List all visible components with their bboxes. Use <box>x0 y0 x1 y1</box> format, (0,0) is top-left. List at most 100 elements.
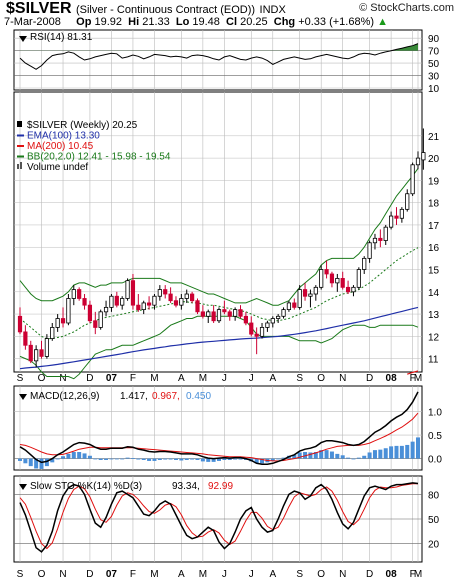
macd-histogram-bar <box>319 450 324 459</box>
change-value: +0.33 (+1.68%) <box>298 16 375 28</box>
macd-histogram-bar <box>335 453 340 459</box>
macd-histogram-bar <box>82 453 87 459</box>
month-label-bottom: J <box>222 569 227 580</box>
candle-body <box>125 280 130 299</box>
macd-histogram-bar <box>104 458 109 460</box>
quote-bar: 7-Mar-2008 Op 19.92 Hi 21.33 Lo 19.48 Cl… <box>4 16 388 28</box>
macd-histogram-bar <box>44 458 49 467</box>
candle-body <box>302 289 308 297</box>
month-label-bottom: F <box>410 569 416 580</box>
price-tick-label: 19 <box>428 176 440 187</box>
macd-histogram-bar <box>173 458 178 460</box>
month-label-top: F <box>130 373 136 384</box>
candle-body <box>265 322 270 328</box>
month-label-top: J <box>222 373 227 384</box>
month-label-bottom: D <box>366 569 373 580</box>
rsi-tick-label: 30 <box>428 72 440 83</box>
month-label-bottom: M <box>150 569 158 580</box>
candle-body <box>152 295 157 306</box>
month-label-bottom: D <box>86 569 93 580</box>
macd-histogram-bar <box>254 458 259 464</box>
month-label-top: M <box>199 373 207 384</box>
candle-body <box>55 318 60 328</box>
month-label-top: A <box>178 373 185 384</box>
macd-histogram-bar <box>217 458 221 461</box>
macd-histogram-bar <box>222 458 227 460</box>
candle-body <box>297 289 302 308</box>
macd-histogram-bar <box>93 458 98 460</box>
candle-body <box>362 257 367 270</box>
legend-swatch-price <box>17 121 22 127</box>
candle-body <box>276 315 281 319</box>
sto-tick-label: 80 <box>428 490 440 501</box>
macd-histogram-bar <box>308 452 313 459</box>
month-label-top: D <box>86 373 93 384</box>
macd-histogram-bar <box>340 455 345 459</box>
macd-histogram-bar <box>55 458 60 460</box>
sto-k-line <box>19 482 419 553</box>
month-label-top: 07 <box>106 373 118 384</box>
macd-histogram-bar <box>61 456 66 459</box>
macd-histogram-bar <box>238 458 243 460</box>
candle-body <box>109 295 114 308</box>
candle-body <box>34 349 39 362</box>
candle-body <box>383 226 388 241</box>
candle-body <box>66 298 71 324</box>
candle-body <box>372 237 378 244</box>
candle-body <box>270 318 275 324</box>
macd-histogram-bar <box>324 450 329 459</box>
candle-body <box>114 295 119 306</box>
macd-histogram-bar <box>28 458 33 467</box>
up-arrow-icon: ▲ <box>377 16 388 28</box>
rsi-marker-icon <box>19 36 27 42</box>
open-value: 19.92 <box>94 16 123 28</box>
macd-histogram-bar <box>77 452 82 459</box>
price-tick-label: 18 <box>428 199 440 210</box>
macd-histogram-bar <box>356 457 361 459</box>
macd-histogram-bar <box>200 458 205 462</box>
legend-swatch-volume <box>20 162 22 169</box>
candle-body <box>28 344 33 362</box>
macd-histogram-bar <box>372 450 377 459</box>
rsi-overbought-fill <box>20 43 418 51</box>
price-tick-label: 15 <box>428 266 440 277</box>
candle-body <box>179 298 184 306</box>
macd-histogram-bar <box>39 458 44 469</box>
macd-histogram-bar <box>276 458 281 460</box>
macd-histogram-bar <box>281 457 286 459</box>
low-label: Lo <box>175 16 190 28</box>
panel-frame-rsi <box>13 29 423 91</box>
macd-histogram-bar <box>416 437 420 459</box>
candle-body <box>44 338 49 357</box>
macd-tick-label: 0.5 <box>428 431 442 442</box>
macd-tick-label: 0.0 <box>428 455 442 466</box>
month-label-top: D <box>366 373 373 384</box>
candle-body <box>286 302 292 311</box>
month-label-bottom: 08 <box>386 569 398 580</box>
month-label-bottom: S <box>296 569 303 580</box>
rsi-tick-label: 50 <box>428 59 440 70</box>
rsi-tick-label: 90 <box>428 34 440 45</box>
candle-body <box>345 286 351 293</box>
high-label: Hi <box>128 16 140 28</box>
macd-histogram-bar <box>50 458 55 463</box>
macd-value-hist: 0.450 <box>186 391 211 402</box>
candle-body <box>243 315 248 324</box>
macd-histogram-bar <box>394 445 399 459</box>
candle-body <box>405 193 410 210</box>
chart-title: $SILVER (Silver - Continuous Contract (E… <box>6 0 286 18</box>
candle-body <box>87 304 93 322</box>
month-label-top: M <box>414 373 422 384</box>
macd-histogram-bar <box>141 458 146 460</box>
candle-body <box>136 304 141 311</box>
candle-body <box>200 311 205 317</box>
macd-histogram-bar <box>362 455 367 459</box>
month-label-bottom: N <box>339 569 346 580</box>
month-label-top: O <box>317 373 325 384</box>
low-value: 19.48 <box>192 16 220 28</box>
price-tick-label: 11 <box>428 355 439 366</box>
macd-histogram-bar <box>114 458 119 460</box>
macd-histogram-bar <box>329 451 334 459</box>
month-label-top: 08 <box>386 373 398 384</box>
legend-ma: MA(200) 10.45 <box>27 141 94 152</box>
